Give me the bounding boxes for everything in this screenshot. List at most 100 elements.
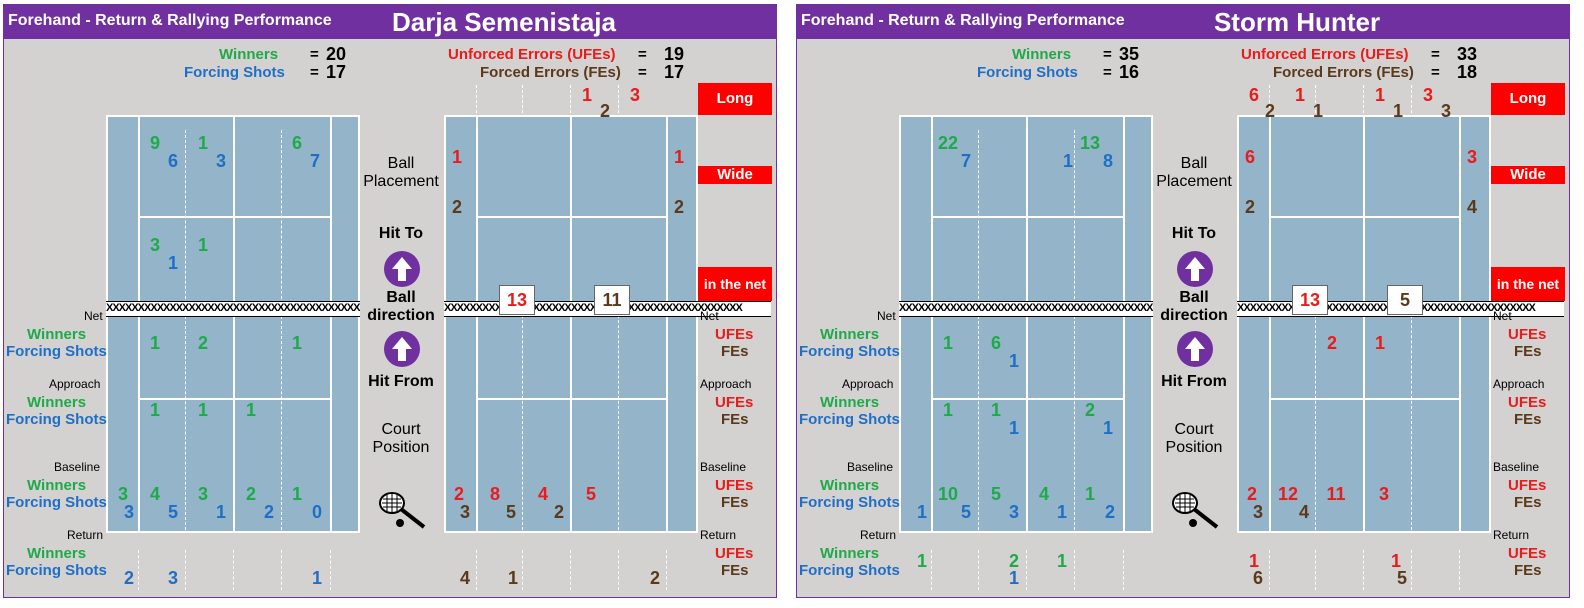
in-net-box: in the net	[1491, 267, 1565, 301]
long-box: Long	[1491, 83, 1565, 115]
baseline-label-right: Baseline	[700, 460, 747, 474]
long-fe-value: 2	[1264, 101, 1275, 121]
long-ufe-value: 3	[629, 85, 640, 105]
court-dash	[618, 305, 619, 530]
long-zone-dash	[570, 85, 571, 113]
court-center-service-line	[570, 115, 572, 533]
net-winners-label: Winners	[27, 326, 87, 343]
approach-winners-value: 1	[197, 400, 208, 420]
baseline-forcing-value: 2	[1104, 502, 1115, 522]
long-zone-dash	[1269, 85, 1270, 113]
deep-winners-value: 1	[197, 133, 208, 153]
panel-header: Forehand - Return & Rallying Performance…	[4, 5, 776, 39]
approach-fes-label: FEs	[1514, 411, 1542, 428]
hit-from-label: Hit From	[1161, 373, 1227, 390]
return-winners-label: Winners	[820, 545, 880, 562]
baseline-forcing-value: 5	[167, 502, 178, 522]
long-ufe-value: 3	[1422, 85, 1433, 105]
player-panel-right: Forehand - Return & Rallying Performance…	[796, 4, 1570, 598]
fes-total: 18	[1457, 62, 1478, 82]
tennis-racket-icon	[1171, 489, 1223, 538]
return-zone-dash	[666, 550, 667, 590]
hit-from-label: Hit From	[368, 373, 434, 390]
return-zone-dash	[1123, 550, 1124, 590]
court-center-service-line	[1363, 115, 1365, 533]
net-fes-label: FEs	[721, 343, 749, 360]
long-zone-dash	[522, 85, 523, 113]
approach-ufes-label: UFEs	[1508, 394, 1547, 411]
baseline-ufes-label: UFEs	[1508, 477, 1547, 494]
ufes-total: 19	[664, 44, 685, 64]
wide-ufe-left: 6	[1245, 147, 1256, 167]
return-ufes-label: UFEs	[1508, 545, 1547, 562]
deep-winners-value: 13	[1079, 133, 1101, 153]
approach-winners-value: 1	[942, 400, 953, 420]
net-errors-right: 5	[1387, 285, 1423, 315]
ball-placement-label: Ball Placement	[1156, 155, 1232, 190]
baseline-winners-label: Winners	[820, 477, 880, 494]
arrow-up-icon	[384, 331, 420, 367]
return-winners-value: 1	[916, 551, 927, 571]
deep-forcing-value: 6	[167, 151, 178, 171]
winners-eq: =	[310, 46, 319, 63]
net-errors-right: 11	[594, 285, 630, 315]
approach-fes-label: FEs	[721, 411, 749, 428]
player-name: Storm Hunter	[1213, 7, 1381, 37]
return-label: Return	[860, 528, 897, 542]
long-zone-dash	[618, 85, 619, 113]
net-winners-label: Winners	[820, 326, 880, 343]
approach-winners-value: 1	[245, 400, 256, 420]
forcing-label: Forcing Shots	[184, 64, 285, 81]
return-fe-value: 4	[459, 568, 470, 588]
court-sideline	[666, 115, 668, 533]
forcing-eq: =	[1103, 64, 1112, 81]
baseline-winners-label: Winners	[27, 477, 87, 494]
panel-title: Forehand - Return & Rallying Performance	[801, 12, 1125, 29]
baseline-forcing-value: 5	[960, 502, 971, 522]
return-forcing-value: 2	[123, 568, 134, 588]
baseline-label-right: Baseline	[1493, 460, 1540, 474]
forcing-total: 16	[1119, 62, 1140, 82]
deep-forcing-value: 8	[1102, 151, 1113, 171]
long-zone-dash	[1363, 85, 1364, 113]
return-zone-dash	[281, 550, 282, 590]
return-fe-value: 5	[1396, 568, 1407, 588]
baseline-ufe-value: 2	[1246, 484, 1257, 504]
return-zone-dash	[1269, 550, 1270, 590]
deep-forcing-value: 7	[309, 151, 320, 171]
long-zone-dash	[476, 85, 477, 113]
approach-winners-value: 1	[990, 400, 1001, 420]
return-fe-value: 2	[649, 568, 660, 588]
return-zone-dash	[522, 550, 523, 590]
return-fes-label: FEs	[721, 562, 749, 579]
baseline-fes-label: FEs	[1514, 494, 1542, 511]
court-dash	[185, 130, 186, 530]
ufes-eq: =	[638, 46, 647, 63]
arrow-up-icon	[1177, 331, 1213, 367]
net-winners-value: 2	[197, 333, 208, 353]
net-label: Net	[84, 309, 103, 323]
net-errors-left: 13	[1292, 285, 1328, 315]
winners-label: Winners	[1012, 46, 1072, 63]
baseline-winners-value: 4	[149, 484, 160, 504]
court-service-line	[476, 216, 666, 218]
deep-winners-value: 22	[937, 133, 959, 153]
return-zone-dash	[570, 550, 571, 590]
return-zone-dash	[931, 550, 932, 590]
court-dash	[1074, 130, 1075, 530]
net-ufe-value: 2	[1326, 333, 1337, 353]
return-winners-value: 2	[1008, 551, 1019, 571]
return-fes-label: FEs	[1514, 562, 1542, 579]
baseline-ufes-label: UFEs	[715, 477, 754, 494]
return-zone-dash	[1026, 550, 1027, 590]
net-fes-label: FEs	[1514, 343, 1542, 360]
return-zone-dash	[185, 550, 186, 590]
baseline-winners-value: 1	[291, 484, 302, 504]
arrow-up-icon	[384, 251, 420, 287]
baseline-fes-label: FEs	[721, 494, 749, 511]
player-name: Darja Semenistaja	[391, 7, 616, 37]
hit-to-label: Hit To	[1171, 225, 1217, 242]
baseline-label: Baseline	[54, 460, 101, 474]
court-service-line	[138, 216, 330, 218]
net-winners-value: 1	[149, 333, 160, 353]
